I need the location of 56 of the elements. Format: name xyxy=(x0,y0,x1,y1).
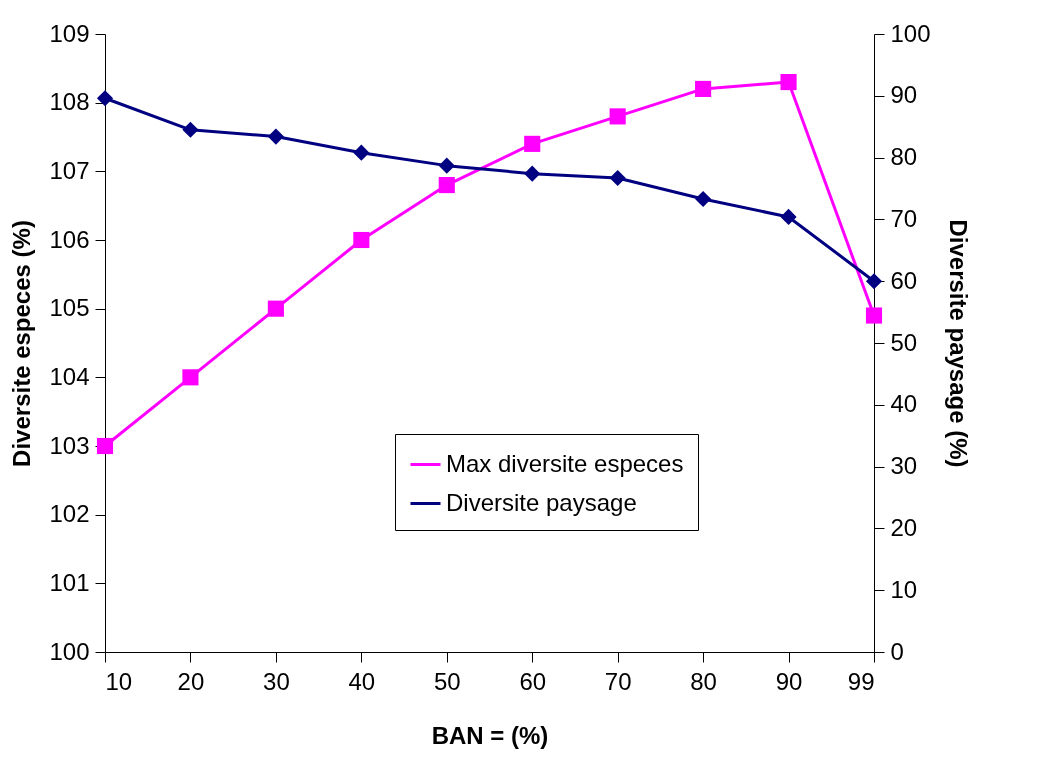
point xyxy=(182,121,199,138)
point xyxy=(780,74,797,91)
y-tick-label: 101 xyxy=(49,568,90,596)
point xyxy=(695,80,712,97)
y-tick-label: 105 xyxy=(49,294,90,322)
point xyxy=(182,369,199,386)
point xyxy=(524,135,541,152)
y-tick-label: 100 xyxy=(49,637,90,665)
y-axis-title: Diversite especes (%) xyxy=(8,220,36,467)
y2-tick-label: 100 xyxy=(890,19,931,47)
legend-label: Diversite paysage xyxy=(446,488,637,516)
y2-tick-label: 30 xyxy=(890,452,918,480)
point xyxy=(609,108,626,125)
y2-tick-label: 90 xyxy=(890,81,918,109)
x-axis-title: BAN = (%) xyxy=(431,721,549,749)
x-tick-label: 60 xyxy=(519,667,547,695)
x-tick-label: 80 xyxy=(690,667,717,695)
point xyxy=(609,169,626,187)
y2-tick-label: 50 xyxy=(890,328,918,356)
y2-tick-label: 40 xyxy=(890,390,918,418)
y2-tick-label: 10 xyxy=(890,575,918,603)
x-tick-label: 30 xyxy=(263,667,290,695)
y2-tick-label: 20 xyxy=(890,513,918,541)
y2-tick-label: 70 xyxy=(890,204,918,232)
y2-tick-label: 80 xyxy=(890,143,918,171)
y2-tick-label: 60 xyxy=(890,266,918,294)
point xyxy=(438,177,455,194)
y-tick-label: 102 xyxy=(49,500,90,528)
point xyxy=(865,307,883,324)
x-tick-label: 20 xyxy=(177,667,205,695)
point xyxy=(524,165,541,182)
y2-tick-label: 0 xyxy=(890,637,904,665)
x-tick-label: 70 xyxy=(604,667,632,695)
point xyxy=(96,437,114,455)
y-tick-label: 103 xyxy=(49,431,90,459)
point xyxy=(267,128,284,145)
point xyxy=(353,144,370,161)
x-tick-label: 50 xyxy=(433,667,461,695)
x-tick-label: 90 xyxy=(775,667,803,695)
point xyxy=(865,273,883,290)
y2-axis-title: Diversite paysage (%) xyxy=(944,219,972,468)
point xyxy=(438,157,455,174)
point xyxy=(695,190,712,208)
point xyxy=(96,90,114,107)
legend-label: Max diversite especes xyxy=(446,449,684,477)
y-tick-label: 107 xyxy=(49,156,90,184)
point xyxy=(353,231,370,249)
y-tick-label: 109 xyxy=(49,19,90,47)
x-tick-label: 99 xyxy=(847,667,875,695)
y-tick-label: 108 xyxy=(49,88,90,116)
x-tick-label: 10 xyxy=(105,667,133,695)
y-tick-label: 106 xyxy=(49,225,90,253)
x-tick-label: 40 xyxy=(348,667,376,695)
y-tick-label: 104 xyxy=(49,362,90,390)
point xyxy=(780,208,797,225)
point xyxy=(267,300,284,317)
